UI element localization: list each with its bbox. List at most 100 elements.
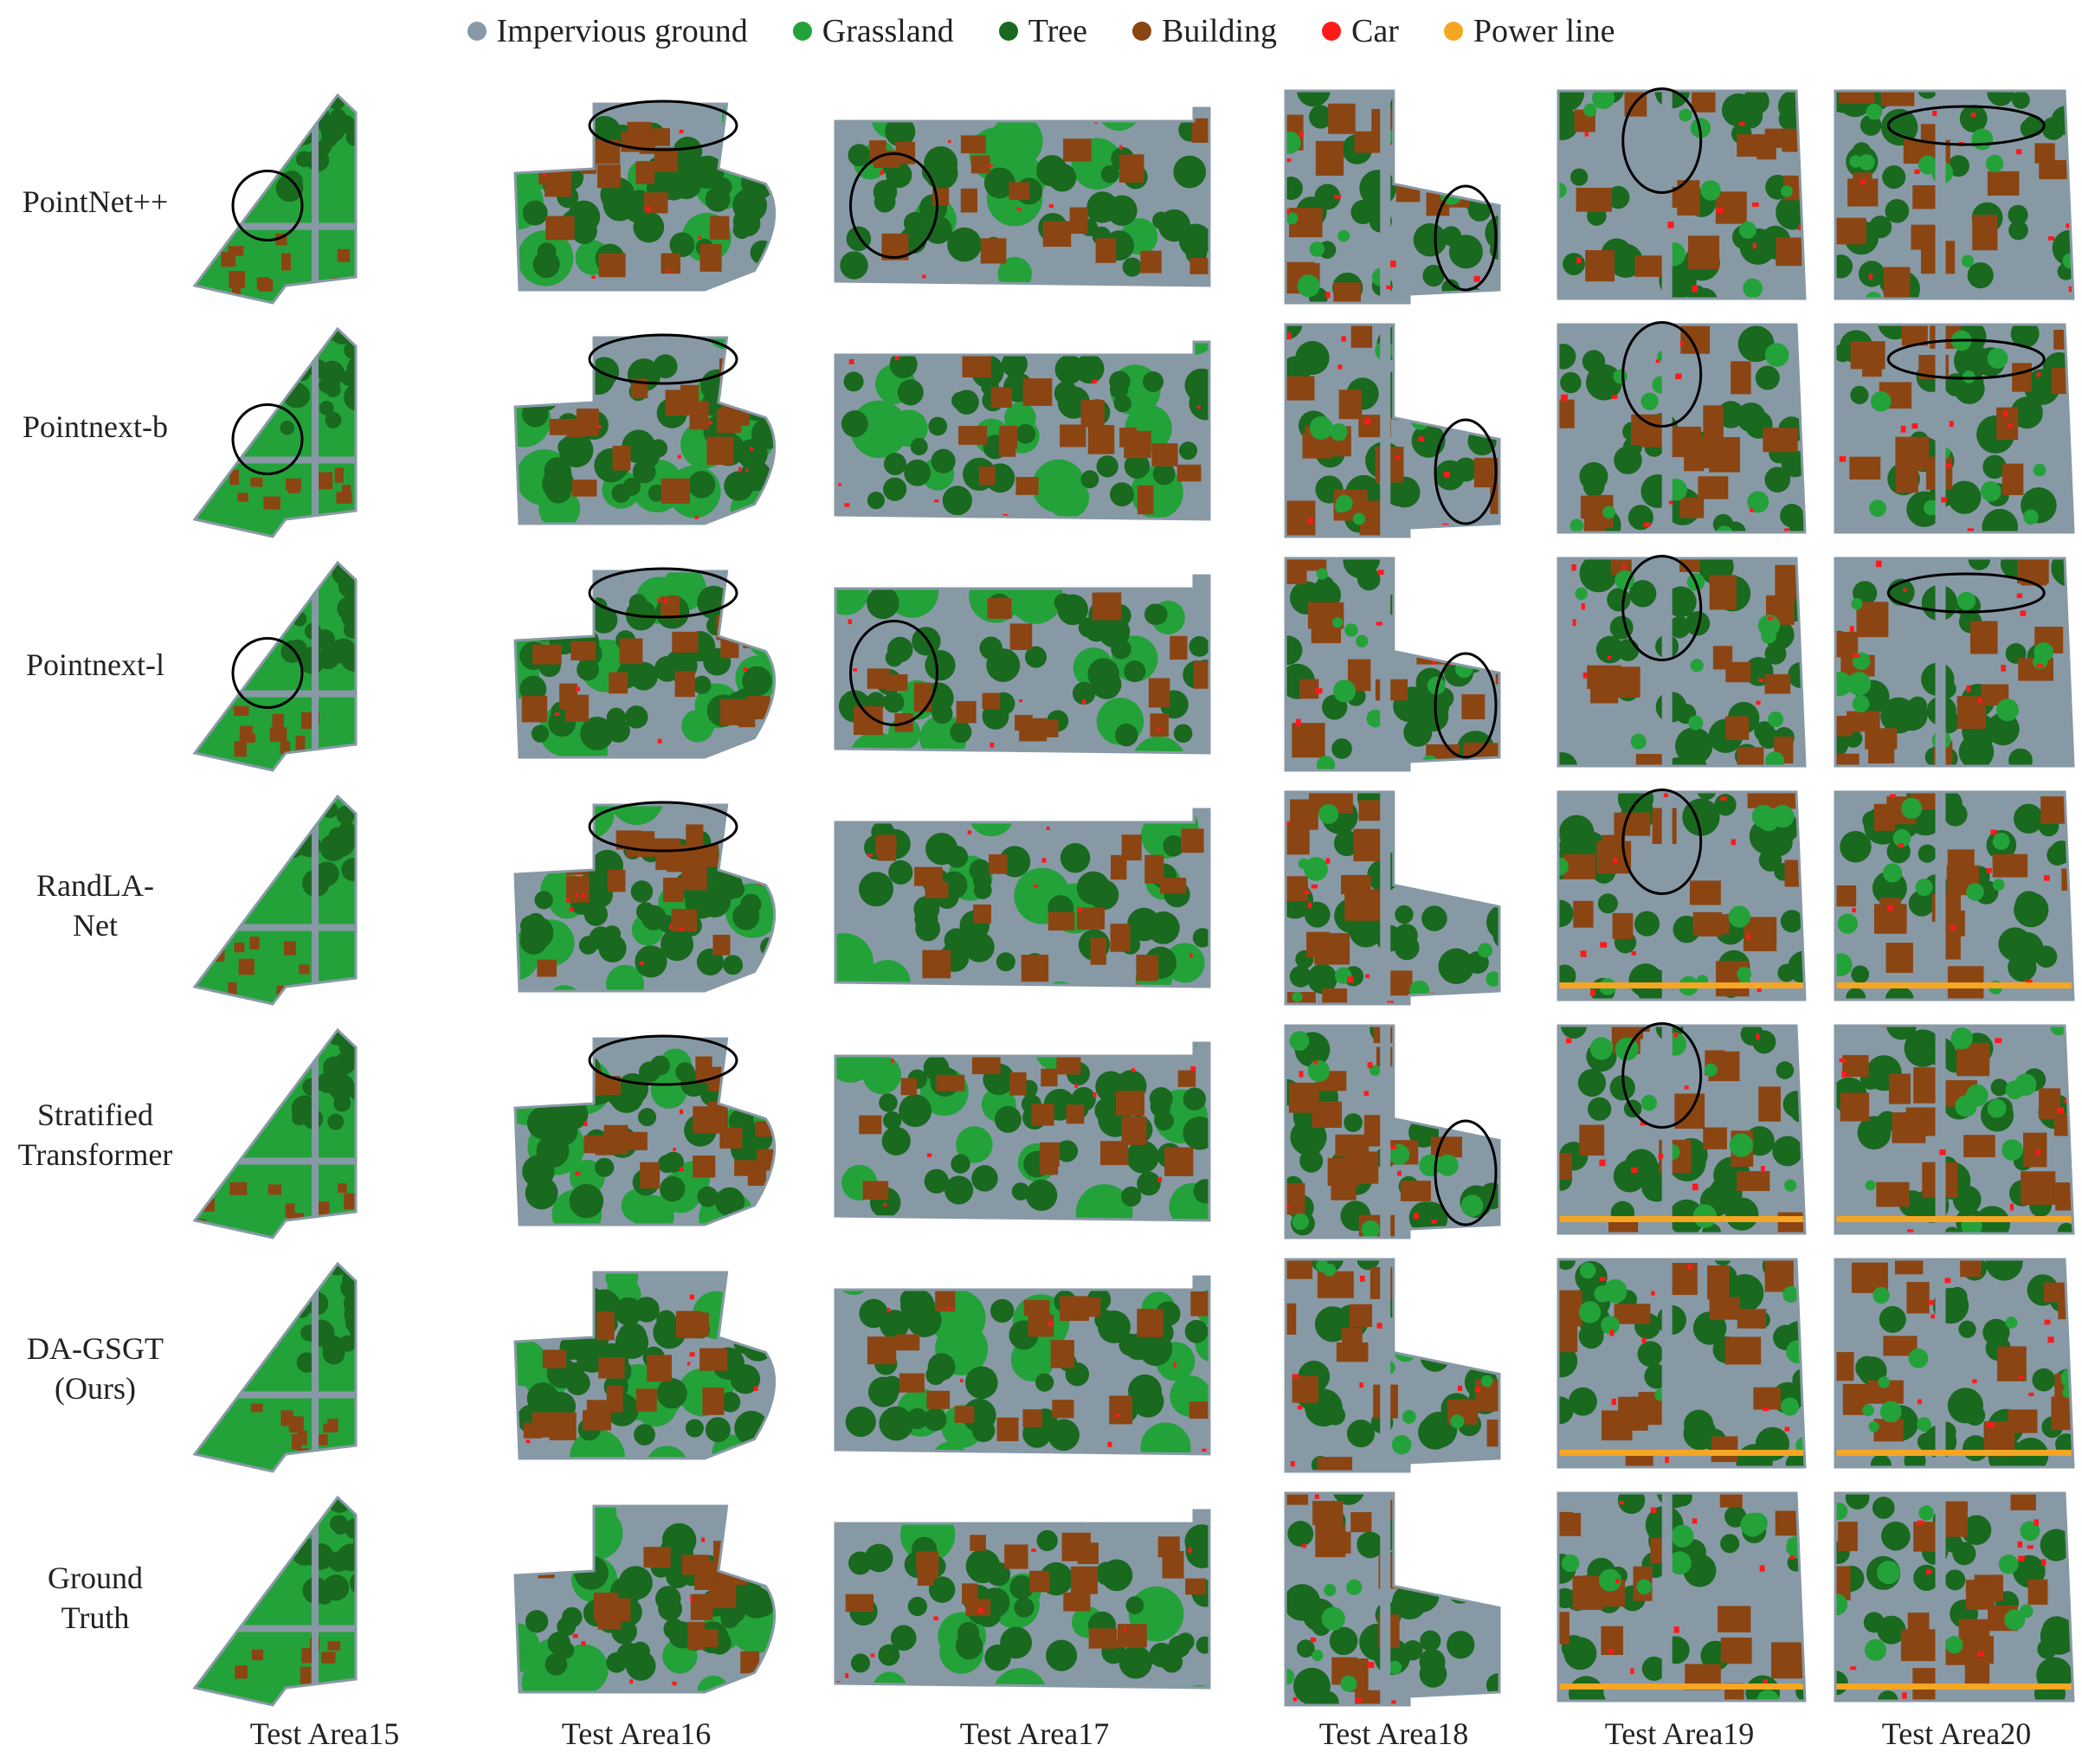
map-patch [1028,1570,1050,1593]
map-patch [1764,343,1789,367]
map-patch [1756,700,1761,705]
map-patch [956,701,977,724]
map-patch [1110,380,1129,399]
map-patch [1009,182,1030,200]
map-patch [1913,1066,1938,1104]
map-patch [886,1307,891,1313]
map-patch [1590,989,1595,996]
map-patch [1947,1387,1983,1424]
map-patch [344,1193,355,1210]
error-highlight-ellipse [849,620,938,726]
error-highlight-ellipse [1434,652,1498,759]
map-patch [221,251,236,267]
map-outline [1834,1258,2075,1469]
map-patch [848,144,871,167]
map-patch [2043,875,2050,881]
map-patch [672,1681,677,1686]
map-patch [735,199,755,218]
map-patch [1758,678,1764,683]
map-patch [1164,1147,1194,1176]
map-patch [2057,1222,2073,1233]
map-patch [990,387,1012,408]
map-patch [1868,274,1873,280]
map-patch [1998,1554,2019,1574]
row-label-pointnext-b-line1: Pointnext-b [23,409,168,444]
map-patch [340,370,356,386]
map-patch [1359,1382,1363,1388]
error-highlight-ellipse [1434,184,1498,292]
map-patch [1473,275,1480,282]
map-patch [1575,587,1588,601]
map-patch [1479,1046,1499,1082]
map-patch [1420,325,1442,339]
map-patch [291,796,311,802]
map-patch [960,188,978,213]
map-patch [278,796,306,807]
map-patch [2034,642,2054,662]
map-patch [1760,1165,1765,1173]
map-patch [1405,1341,1411,1346]
map-patch [672,631,699,653]
map-patch [616,1072,648,1105]
map-patch [643,1547,671,1568]
map-patch [1323,1263,1337,1277]
map-patch [1616,639,1640,661]
map-patch [1123,1626,1126,1632]
map-patch [687,1621,706,1651]
segmentation-map [513,336,777,525]
map-outline [192,1027,358,1239]
map-patch [532,104,581,112]
map-content [515,104,775,290]
map-patch [1724,716,1750,740]
map-patch [1885,1026,1918,1040]
map-content [835,1510,1209,1688]
map-patch [903,211,926,235]
map-patch [1737,966,1752,982]
map-patch [535,818,562,845]
map-patch [2039,159,2073,180]
map-patch [1889,794,1897,799]
map-patch [1290,1118,1327,1156]
map-road [195,924,356,931]
error-highlight-ellipse [588,1034,738,1086]
map-patch [1780,1397,1800,1416]
segmentation-map [1557,790,1807,1001]
map-patch [1413,222,1447,257]
map-patch [564,133,595,164]
map-patch [1425,1067,1430,1074]
map-patch [1097,108,1141,132]
map-patch [1757,727,1780,750]
map-patch [1972,1379,1977,1384]
map-patch [1965,1580,1995,1610]
map-patch [342,648,356,673]
map-patch [1444,1259,1465,1269]
map-patch [1057,594,1088,626]
legend-dot-impervious [467,22,487,41]
map-patch [1558,106,1579,140]
map-patch [1715,191,1747,224]
row-label-randla-net: RandLA- Net [0,866,190,945]
map-patch [1433,1283,1465,1310]
map-road [1661,1493,1673,1701]
map-patch [1777,1212,1805,1233]
map-patch [1441,370,1466,399]
map-patch [1643,522,1651,527]
map-patch [1971,128,1994,151]
map-patch [1624,1149,1658,1182]
map-patch [2016,149,2022,155]
map-patch [1341,336,1346,342]
map-patch [1720,796,1727,801]
map-patch [1314,183,1341,210]
map-patch [522,200,548,226]
map-patch [1393,1337,1418,1362]
map-patch [1173,724,1193,744]
map-patch [1908,1348,1929,1368]
map-patch [835,576,869,615]
map-patch [1967,528,1974,532]
map-patch [1077,1297,1101,1317]
map-patch [1875,560,1882,568]
map-patch [1987,1421,1995,1427]
map-patch [1573,900,1594,928]
map-patch [989,114,1043,168]
map-patch [344,383,356,411]
